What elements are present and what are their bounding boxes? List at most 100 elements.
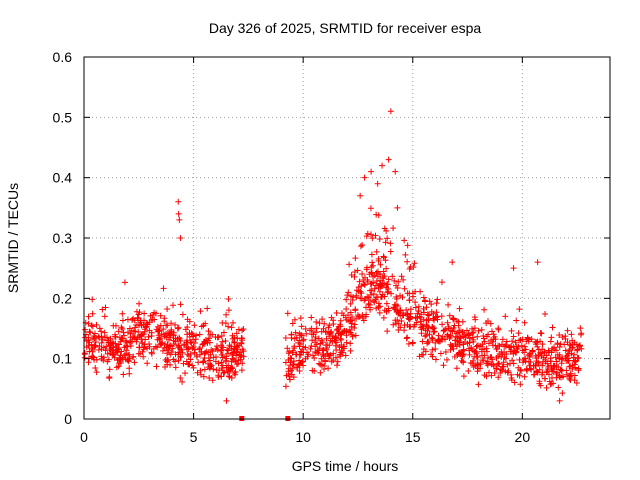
- data-point: [179, 349, 186, 356]
- data-point: [333, 309, 340, 316]
- data-point: [225, 323, 232, 330]
- data-point: [475, 365, 482, 372]
- y-tick-label: 0: [64, 411, 72, 427]
- data-point: [135, 315, 142, 322]
- data-point: [215, 373, 222, 380]
- data-point: [424, 338, 431, 345]
- data-point: [87, 329, 94, 336]
- data-point: [388, 290, 395, 297]
- data-point: [85, 337, 92, 344]
- data-point: [438, 279, 445, 286]
- data-point: [235, 357, 242, 364]
- data-point: [422, 333, 429, 340]
- data-point: [202, 349, 209, 356]
- data-point: [529, 347, 536, 354]
- data-point: [141, 326, 148, 333]
- data-point: [517, 381, 524, 388]
- data-point: [381, 254, 388, 261]
- data-point: [375, 212, 382, 219]
- data-point: [393, 295, 400, 302]
- data-point: [88, 341, 95, 348]
- data-point: [367, 231, 374, 238]
- data-point: [176, 335, 183, 342]
- data-point: [509, 357, 516, 364]
- data-point: [460, 346, 467, 353]
- data-point: [98, 353, 105, 360]
- data-point: [222, 338, 229, 345]
- data-point: [360, 317, 367, 324]
- data-point: [447, 346, 454, 353]
- data-point: [539, 346, 546, 353]
- data-point: [176, 343, 183, 350]
- data-point: [226, 373, 233, 380]
- data-point: [385, 288, 392, 295]
- data-point: [190, 343, 197, 350]
- data-point: [394, 204, 401, 211]
- data-point: [401, 237, 408, 244]
- data-point: [363, 266, 370, 273]
- data-point: [521, 373, 528, 380]
- data-point: [466, 351, 473, 358]
- data-point: [357, 295, 364, 302]
- data-point: [311, 367, 318, 374]
- data-point: [330, 350, 337, 357]
- data-point: [549, 324, 556, 331]
- data-point: [228, 358, 235, 365]
- data-point: [513, 343, 520, 350]
- data-point: [338, 336, 345, 343]
- data-point: [219, 338, 226, 345]
- data-point: [432, 356, 439, 363]
- data-point: [454, 338, 461, 345]
- data-point: [298, 323, 305, 330]
- chart-title: Day 326 of 2025, SRMTID for receiver esp…: [209, 20, 482, 36]
- data-point: [327, 337, 334, 344]
- data-point: [109, 346, 116, 353]
- data-point: [231, 334, 238, 341]
- data-point: [513, 317, 520, 324]
- data-point: [346, 261, 353, 268]
- data-point: [347, 309, 354, 316]
- data-point: [223, 355, 230, 362]
- data-point: [491, 369, 498, 376]
- data-point: [156, 334, 163, 341]
- data-point: [131, 359, 138, 366]
- data-point: [191, 349, 198, 356]
- data-point: [365, 300, 372, 307]
- data-point: [213, 343, 220, 350]
- data-point: [537, 349, 544, 356]
- data-point: [317, 361, 324, 368]
- data-point: [383, 300, 390, 307]
- data-point: [161, 315, 168, 322]
- data-point: [181, 342, 188, 349]
- data-point: [188, 330, 195, 337]
- data-point: [232, 368, 239, 375]
- data-point: [564, 352, 571, 359]
- y-tick-label: 0.5: [53, 109, 73, 125]
- data-point: [428, 351, 435, 358]
- data-point: [406, 265, 413, 272]
- data-point: [239, 346, 246, 353]
- data-point: [517, 336, 524, 343]
- data-point: [229, 355, 236, 362]
- data-point: [385, 276, 392, 283]
- data-point: [533, 339, 540, 346]
- data-point: [470, 338, 477, 345]
- data-point: [549, 367, 556, 374]
- data-point: [214, 334, 221, 341]
- data-point: [460, 358, 467, 365]
- data-point: [289, 349, 296, 356]
- data-point: [404, 242, 411, 249]
- data-point: [144, 360, 151, 367]
- data-point: [321, 320, 328, 327]
- data-point: [308, 325, 315, 332]
- data-point: [384, 289, 391, 296]
- data-point: [382, 239, 389, 246]
- data-point: [417, 288, 424, 295]
- data-point: [367, 287, 374, 294]
- data-point: [402, 251, 409, 258]
- data-point: [223, 311, 230, 318]
- data-point: [124, 343, 131, 350]
- data-point: [288, 371, 295, 378]
- data-point: [319, 316, 326, 323]
